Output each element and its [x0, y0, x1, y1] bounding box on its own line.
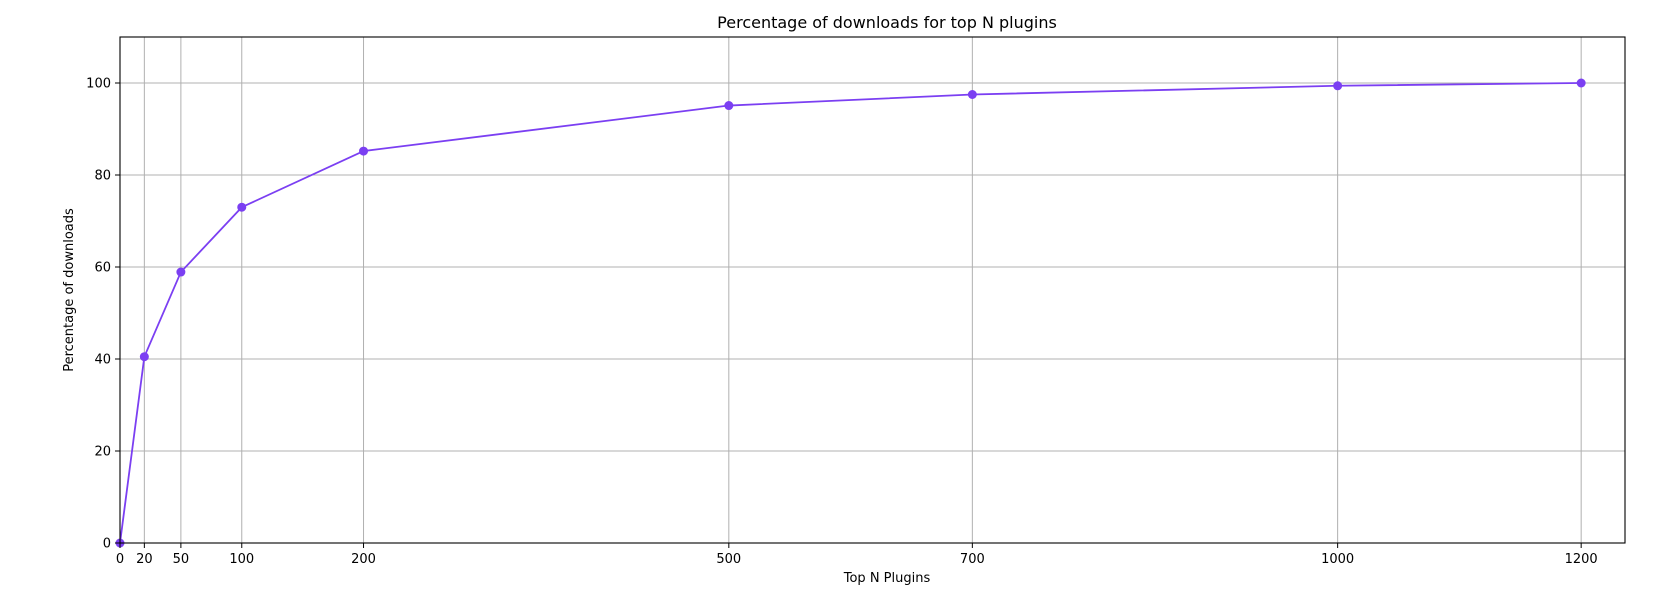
- data-point-marker: [1576, 78, 1586, 88]
- x-tick-label: 20: [136, 552, 153, 567]
- y-axis: 0 20 40 60 80 100: [86, 77, 120, 552]
- y-tick-label: 80: [94, 169, 111, 184]
- y-tick-label: 20: [94, 445, 111, 460]
- data-point-marker: [724, 101, 734, 111]
- x-axis: 0 20 50 100 200 500 700 1000 1200: [116, 543, 1598, 567]
- data-point-marker: [176, 267, 186, 277]
- x-tick-label: 1000: [1321, 552, 1354, 567]
- data-point-marker: [237, 202, 247, 212]
- x-tick-label: 500: [716, 552, 741, 567]
- x-tick-label: 50: [173, 552, 190, 567]
- x-tick-label: 0: [116, 552, 124, 567]
- x-tick-label: 1200: [1565, 552, 1598, 567]
- data-point-marker: [967, 90, 977, 99]
- y-tick-label: 60: [94, 261, 111, 276]
- data-point-marker: [139, 352, 149, 362]
- grid: [119, 37, 1625, 544]
- y-axis-label: Percentage of downloads: [62, 208, 77, 372]
- x-tick-label: 100: [229, 552, 254, 567]
- y-tick-label: 40: [94, 353, 111, 368]
- x-tick-label: 200: [351, 552, 376, 567]
- chart-title: Percentage of downloads for top N plugin…: [717, 13, 1057, 32]
- series-layer: [115, 78, 1586, 548]
- series-line: [119, 82, 1582, 544]
- x-axis-label: Top N Plugins: [843, 571, 931, 586]
- data-point-marker: [1333, 81, 1343, 91]
- data-point-marker: [359, 146, 369, 156]
- y-tick-label: 100: [86, 77, 111, 92]
- y-tick-label: 0: [103, 537, 111, 552]
- plot-frame: [119, 36, 1626, 544]
- x-tick-label: 700: [960, 552, 985, 567]
